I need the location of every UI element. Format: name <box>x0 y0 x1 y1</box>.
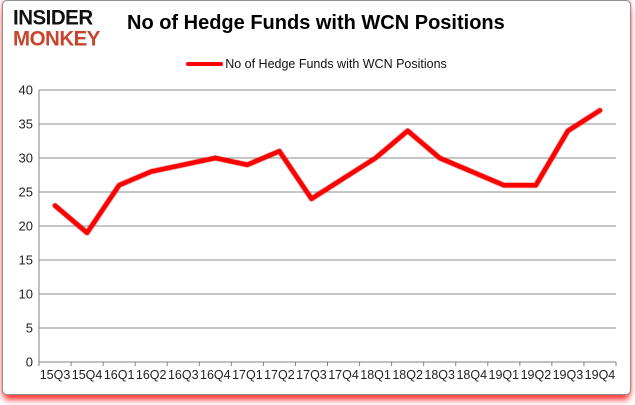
x-axis-tick-label: 17Q2 <box>264 368 295 382</box>
x-axis-tick-label: 16Q3 <box>168 368 199 382</box>
x-axis-tick-label: 18Q3 <box>424 368 455 382</box>
y-axis-tick-label: 15 <box>19 253 33 268</box>
insider-monkey-logo: INSIDER MONKEY <box>13 5 100 51</box>
x-axis-tick-label: 18Q2 <box>392 368 423 382</box>
data-line <box>52 108 603 236</box>
x-axis-tick-label: 17Q4 <box>328 368 359 382</box>
y-axis-tick-label: 10 <box>19 287 33 302</box>
data-line-shadow <box>52 107 603 236</box>
x-axis-tick-label: 16Q2 <box>136 368 167 382</box>
y-axis-tick-label: 20 <box>19 219 33 234</box>
x-axis-tick-label: 19Q3 <box>553 368 584 382</box>
x-axis-tick-label: 17Q3 <box>296 368 327 382</box>
x-axis-tick-label: 19Q1 <box>489 368 520 382</box>
logo-word-monkey: MONKEY <box>13 26 100 51</box>
y-axis-tick-label: 25 <box>19 185 33 200</box>
x-axis-tick-label: 18Q4 <box>456 368 487 382</box>
y-axis-tick-label: 35 <box>19 117 33 132</box>
x-axis-tick-label: 17Q1 <box>232 368 263 382</box>
y-axis-tick-label: 40 <box>19 83 33 98</box>
legend: No of Hedge Funds with WCN Positions <box>3 57 630 71</box>
x-axis-tick-label: 19Q2 <box>521 368 552 382</box>
legend-label: No of Hedge Funds with WCN Positions <box>225 57 447 71</box>
line-chart: 0 5 10 15 20 25 30 35 40 15Q3 15Q4 16Q1 16Q2 16Q3 16Q4… <box>19 83 617 382</box>
y-axis-tick-label: 0 <box>26 355 33 370</box>
x-axis-tick-label: 16Q4 <box>200 368 231 382</box>
x-axis-tick-label: 15Q4 <box>72 368 103 382</box>
x-axis-tick-label: 18Q1 <box>360 368 391 382</box>
x-axis-tick-label: 16Q1 <box>104 368 135 382</box>
x-axis-tick-label: 19Q4 <box>585 368 616 382</box>
legend-line-swatch <box>186 61 224 67</box>
x-axis-tick-label: 15Q3 <box>40 368 71 382</box>
y-axis-tick-label: 30 <box>19 151 33 166</box>
chart-title: No of Hedge Funds with WCN Positions <box>127 12 505 34</box>
y-axis-tick-label: 5 <box>26 321 33 336</box>
chart-card: INSIDER MONKEY No of Hedge Funds with WC… <box>2 0 631 395</box>
logo-word-insider: INSIDER <box>13 5 93 30</box>
